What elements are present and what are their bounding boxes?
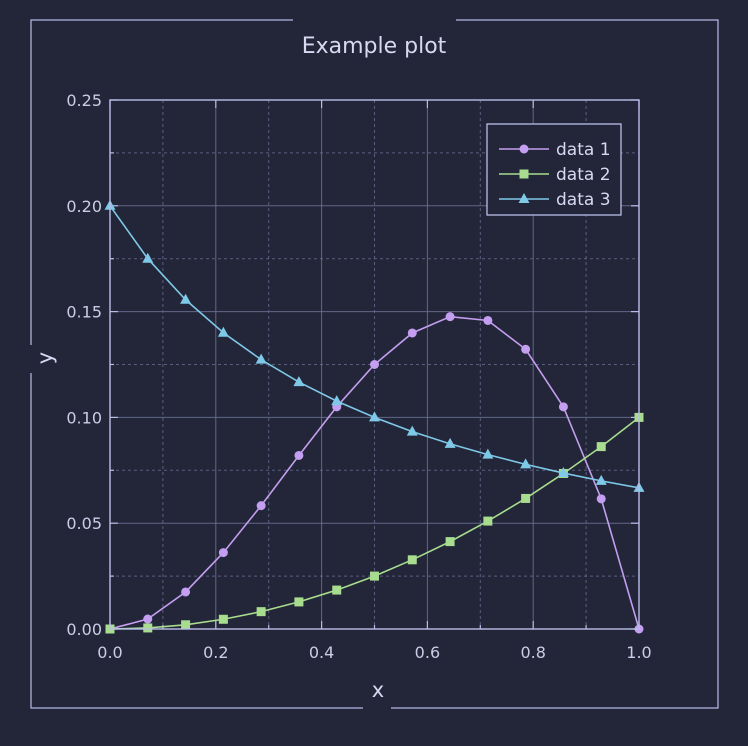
tick-labels: 0.0 0.2 0.4 0.6 0.8 1.0 0.00 0.05 0.10 0.15 0.20 0.… [66,91,651,662]
ylabel-backdrop [22,345,40,373]
data-point [143,623,153,633]
x-tick-label: 0.6 [415,643,440,662]
data-point [218,548,228,558]
data-point [444,437,456,448]
data-point [596,442,606,452]
data-point [370,571,379,581]
legend-label: data 2 [556,165,611,185]
data-point [180,293,192,304]
legend-box [486,123,622,216]
data-point [181,587,191,597]
x-tick-label: 0.8 [520,643,545,662]
series-layer [104,199,645,634]
data-point [331,395,343,406]
data-point [407,555,417,565]
data-point [445,537,455,547]
data-point [558,402,568,412]
data-point [142,252,154,263]
data-point [181,620,191,630]
x-tick-label: 1.0 [626,643,651,662]
legend-label: data 1 [556,140,611,160]
y-tick-label: 0.00 [66,620,102,639]
data-point [557,467,569,478]
legend-marker [519,169,529,179]
data-point [483,516,493,526]
title-backdrop [293,12,456,30]
y-tick-label: 0.10 [66,408,102,427]
legend-marker [518,193,530,203]
y-tick-label: 0.25 [66,91,102,110]
data-point [217,326,229,337]
data-point [596,494,606,504]
data-point [520,458,532,469]
y-tick-label: 0.15 [66,303,102,322]
y-tick-label: 0.05 [66,514,102,533]
x-tick-label: 0.4 [309,643,334,662]
legend: data 1 data 2 data 3 [486,123,622,216]
data-point [218,614,228,624]
data-point [294,450,304,460]
data-point [483,315,493,325]
data-point [293,376,305,387]
legend-entry: data 1 [499,140,611,160]
y-axis-label: y [33,352,57,364]
y-tick-label: 0.20 [66,197,102,216]
data-point [407,328,417,338]
x-axis-label: x [372,678,384,702]
data-point [521,344,531,354]
data-point [521,493,531,503]
x-tick-label: 0.0 [97,643,122,662]
data-point [256,501,266,511]
data-point [143,614,153,624]
x-tick-label: 0.2 [203,643,228,662]
data-point [595,474,607,485]
legend-label: data 3 [556,190,611,210]
xlabel-backdrop [363,698,391,716]
plot-area-border [109,99,640,630]
data-point [445,312,455,322]
legend-marker [519,144,529,154]
data-point [332,585,342,595]
series-data-1 [105,312,644,634]
data-point [255,353,267,364]
data-point [370,360,379,369]
data-point [294,597,304,607]
chart-title: Example plot [302,34,447,59]
data-point [256,607,266,617]
data-point [369,411,380,422]
data-point [482,448,494,459]
data-point [406,425,418,436]
legend-entry: data 3 [499,190,611,210]
legend-entry: data 2 [499,165,611,185]
series-data-3 [104,199,645,492]
